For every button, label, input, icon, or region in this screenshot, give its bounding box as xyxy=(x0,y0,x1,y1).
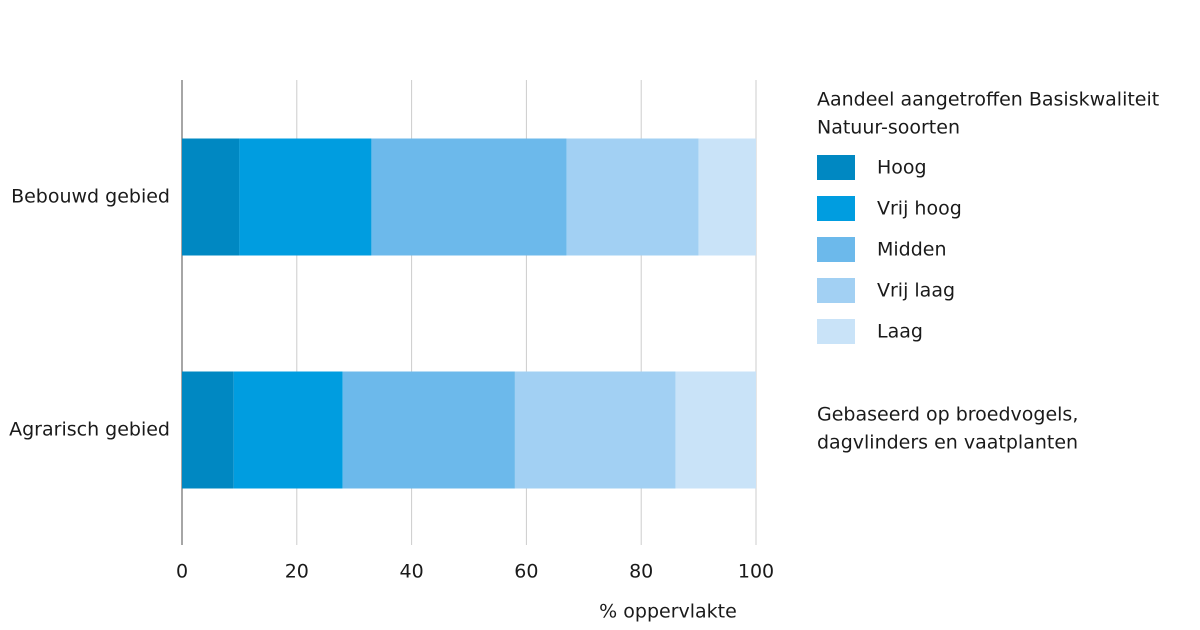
y-tick-label: Agrarisch gebied xyxy=(9,419,170,441)
legend-label: Hoog xyxy=(877,157,927,179)
bar-segment xyxy=(182,371,234,489)
legend-label: Midden xyxy=(877,239,947,261)
x-tick-label: 80 xyxy=(629,561,653,583)
bar-segment xyxy=(698,138,756,256)
legend-swatch xyxy=(817,155,855,180)
note: Gebaseerd op broedvogels, xyxy=(817,404,1078,426)
legend-title: Aandeel aangetroffen Basiskwaliteit xyxy=(817,89,1159,111)
x-axis-label: % oppervlakte xyxy=(599,601,737,623)
y-tick-label: Bebouwd gebied xyxy=(11,186,170,208)
bar-segment xyxy=(182,138,240,256)
bar-segment xyxy=(514,371,676,489)
legend-swatch xyxy=(817,196,855,221)
x-tick-label: 0 xyxy=(176,561,188,583)
x-tick-label: 100 xyxy=(738,561,774,583)
x-tick-label: 60 xyxy=(514,561,538,583)
legend-label: Vrij laag xyxy=(877,280,955,302)
note: dagvlinders en vaatplanten xyxy=(817,432,1078,454)
bar-segment xyxy=(371,138,567,256)
bar-segment xyxy=(566,138,699,256)
legend-label: Laag xyxy=(877,321,923,343)
bar-segment xyxy=(233,371,343,489)
legend-label: Vrij hoog xyxy=(877,198,962,220)
legend-title: Natuur-soorten xyxy=(817,117,960,139)
legend-swatch xyxy=(817,237,855,262)
legend-swatch xyxy=(817,319,855,344)
x-tick-label: 40 xyxy=(400,561,424,583)
x-tick-label: 20 xyxy=(285,561,309,583)
bar-segment xyxy=(675,371,756,489)
legend-swatch xyxy=(817,278,855,303)
bar-segment xyxy=(239,138,372,256)
bar-segment xyxy=(342,371,515,489)
